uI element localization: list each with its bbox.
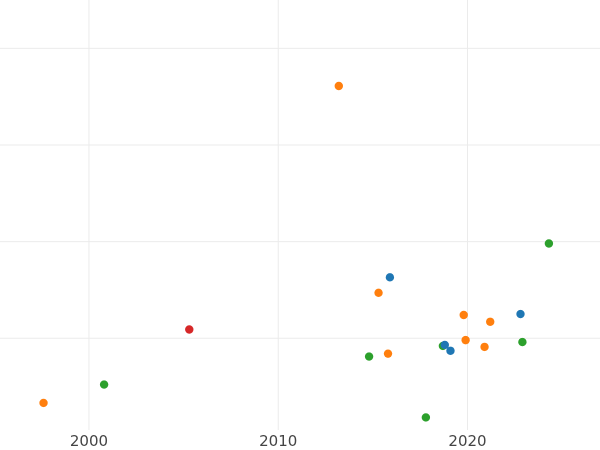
data-point-4 bbox=[364, 352, 374, 361]
data-point-11 bbox=[446, 346, 455, 355]
data-point-13 bbox=[461, 335, 470, 345]
data-point-2 bbox=[185, 325, 194, 334]
data-point-6 bbox=[383, 349, 393, 358]
data-point-7 bbox=[385, 273, 395, 282]
data-point-15 bbox=[486, 317, 495, 326]
data-point-5 bbox=[374, 288, 383, 297]
data-point-0 bbox=[39, 398, 48, 408]
grid-lines bbox=[0, 0, 600, 430]
x-tick-label-2: 2020 bbox=[448, 432, 486, 450]
x-axis-tick-labels: 2000 2010 2020 bbox=[70, 432, 487, 450]
data-point-18 bbox=[544, 239, 554, 248]
data-point-10 bbox=[440, 340, 449, 350]
x-tick-label-1: 2010 bbox=[259, 432, 297, 450]
data-point-16 bbox=[516, 309, 525, 319]
data-point-14 bbox=[480, 342, 489, 352]
data-point-8 bbox=[421, 413, 431, 422]
x-tick-label-0: 2000 bbox=[70, 432, 108, 450]
data-point-12 bbox=[459, 310, 468, 320]
data-point-17 bbox=[518, 337, 527, 347]
data-point-1 bbox=[99, 380, 109, 389]
data-point-3 bbox=[334, 81, 344, 91]
data-points bbox=[39, 81, 554, 422]
